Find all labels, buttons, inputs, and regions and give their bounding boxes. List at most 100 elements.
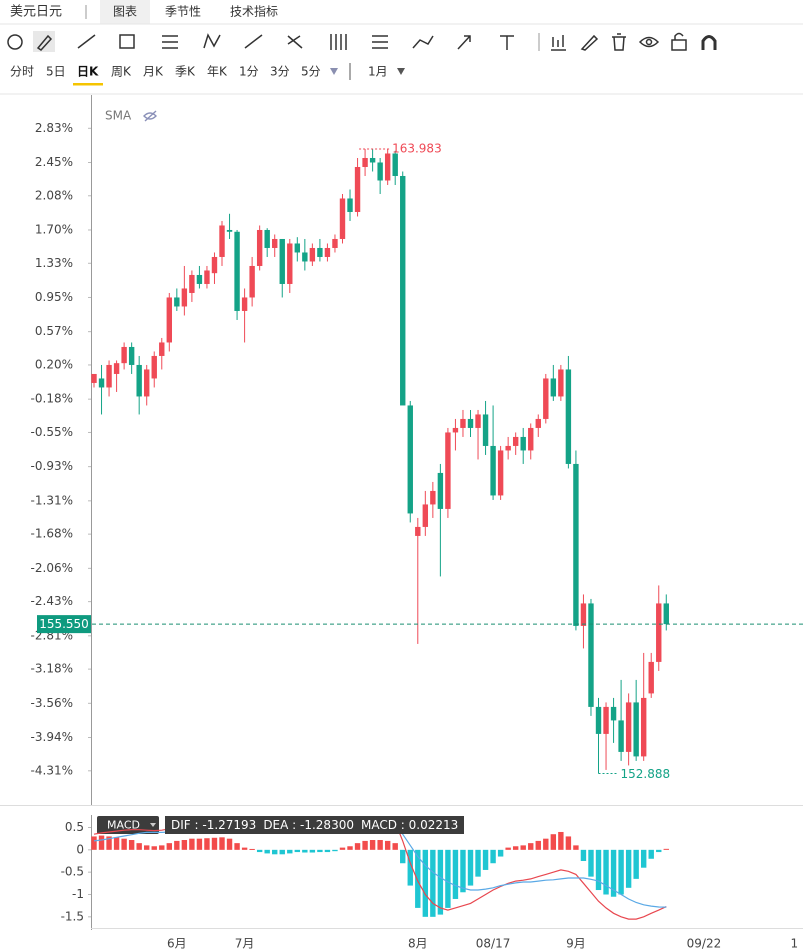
candle-body bbox=[467, 418, 474, 428]
macd-bar bbox=[505, 847, 511, 850]
last-price-label: 155.550 bbox=[39, 617, 89, 631]
tab[interactable]: 季节性 bbox=[165, 5, 201, 19]
tool-icon[interactable] bbox=[645, 38, 653, 46]
tool-icon[interactable] bbox=[500, 35, 514, 50]
candle-body bbox=[558, 369, 564, 397]
tool-icon[interactable] bbox=[7, 34, 23, 50]
candle-body bbox=[656, 603, 662, 662]
period[interactable]: 季K bbox=[175, 65, 196, 79]
period[interactable]: 5日 bbox=[46, 65, 66, 79]
macd-bar bbox=[121, 838, 127, 850]
candle-body bbox=[384, 153, 391, 181]
period[interactable]: 1分 bbox=[239, 65, 259, 79]
tool-icon[interactable] bbox=[244, 34, 263, 49]
candle-body bbox=[159, 342, 165, 356]
candle-body bbox=[460, 418, 466, 428]
y-tick-label: 0.95% bbox=[35, 290, 73, 304]
dropdown-arrow[interactable] bbox=[397, 68, 405, 75]
tool-icon[interactable] bbox=[457, 35, 471, 50]
macd-bar bbox=[588, 849, 594, 877]
tool-icon[interactable] bbox=[551, 35, 566, 51]
tool-icon[interactable] bbox=[162, 35, 178, 49]
tool-icon[interactable] bbox=[372, 35, 388, 49]
candle-body bbox=[174, 297, 180, 307]
candle-body bbox=[512, 436, 519, 446]
macd-bar bbox=[324, 849, 331, 853]
period[interactable]: 日K bbox=[77, 65, 99, 79]
period[interactable]: 分时 bbox=[10, 65, 34, 79]
macd-bar bbox=[339, 847, 346, 850]
y-tick-label: -3.18% bbox=[31, 662, 73, 676]
tool-icon[interactable] bbox=[119, 34, 135, 49]
macd-bar bbox=[272, 849, 278, 855]
macd-bar bbox=[452, 849, 459, 899]
tool-icon[interactable] bbox=[36, 34, 53, 51]
candle-body bbox=[339, 198, 346, 239]
period-underline bbox=[73, 83, 103, 86]
candle-body bbox=[196, 274, 203, 284]
tab-active-bg bbox=[100, 0, 150, 24]
candle-body bbox=[400, 175, 406, 406]
candle-body bbox=[249, 265, 255, 298]
indicator-name[interactable]: MACD bbox=[107, 819, 140, 832]
dropdown-arrow[interactable] bbox=[150, 823, 156, 827]
range-select[interactable]: 1月 bbox=[368, 65, 388, 79]
tool-icon[interactable] bbox=[77, 34, 96, 49]
hide-icon[interactable] bbox=[143, 110, 157, 122]
candle-body bbox=[663, 603, 669, 625]
period[interactable]: 月K bbox=[143, 65, 164, 79]
candle-body bbox=[430, 490, 436, 505]
candle-body bbox=[324, 247, 331, 257]
y-tick-label: 0 bbox=[76, 842, 84, 856]
macd-bar bbox=[618, 849, 624, 895]
dropdown-arrow[interactable] bbox=[330, 68, 338, 75]
candle-body bbox=[219, 225, 225, 257]
tool-icon[interactable] bbox=[287, 35, 303, 49]
y-tick-label: 1.70% bbox=[35, 222, 73, 236]
macd-bar bbox=[603, 849, 609, 895]
toolbar bbox=[7, 31, 717, 52]
candle-body bbox=[497, 450, 504, 496]
macd-bar bbox=[302, 849, 308, 853]
period[interactable]: 5分 bbox=[301, 65, 321, 79]
candle-body bbox=[287, 243, 293, 284]
high-label: 163.983 bbox=[392, 141, 442, 155]
readout-name: MACD bbox=[360, 818, 397, 832]
macd-bar bbox=[565, 836, 572, 850]
candle-body bbox=[211, 256, 218, 274]
tool-icon[interactable] bbox=[612, 33, 626, 51]
macd-bar bbox=[226, 838, 233, 850]
tool-icon[interactable] bbox=[701, 35, 717, 51]
macd-bar bbox=[362, 840, 368, 850]
tool-icon[interactable] bbox=[674, 32, 684, 41]
macd-bar bbox=[332, 849, 338, 852]
macd-bar bbox=[558, 831, 564, 850]
candle-body bbox=[482, 414, 489, 446]
candle-body bbox=[234, 231, 240, 311]
tool-icon[interactable] bbox=[671, 39, 687, 51]
candle-body bbox=[422, 504, 429, 527]
candle-body bbox=[603, 706, 609, 734]
tool-icon[interactable] bbox=[412, 35, 434, 49]
period[interactable]: 年K bbox=[207, 65, 228, 79]
candle-body bbox=[535, 418, 541, 428]
period[interactable]: 周K bbox=[111, 65, 132, 79]
low-label: 152.888 bbox=[621, 767, 671, 781]
macd-bar bbox=[136, 843, 142, 850]
indicator-readout: DIF -1.27193 DEA -1.28300 MACD 0.02213 bbox=[165, 816, 465, 834]
tool-icon[interactable] bbox=[580, 34, 599, 51]
macd-bar bbox=[437, 849, 444, 915]
tool-icon[interactable] bbox=[203, 33, 221, 49]
tab[interactable]: 技术指标 bbox=[230, 4, 278, 19]
macd-bar bbox=[633, 849, 639, 879]
macd-bar bbox=[467, 849, 474, 886]
tab[interactable]: 图表 bbox=[113, 5, 137, 19]
y-tick-label: 2.08% bbox=[35, 188, 73, 202]
tool-icon[interactable] bbox=[330, 34, 347, 50]
tool-icon[interactable] bbox=[638, 36, 660, 48]
macd-bar bbox=[98, 835, 105, 850]
period[interactable]: 3分 bbox=[270, 65, 290, 79]
y-tick-label: -0.18% bbox=[31, 392, 73, 406]
readout-value: 0.02213 bbox=[408, 818, 459, 832]
